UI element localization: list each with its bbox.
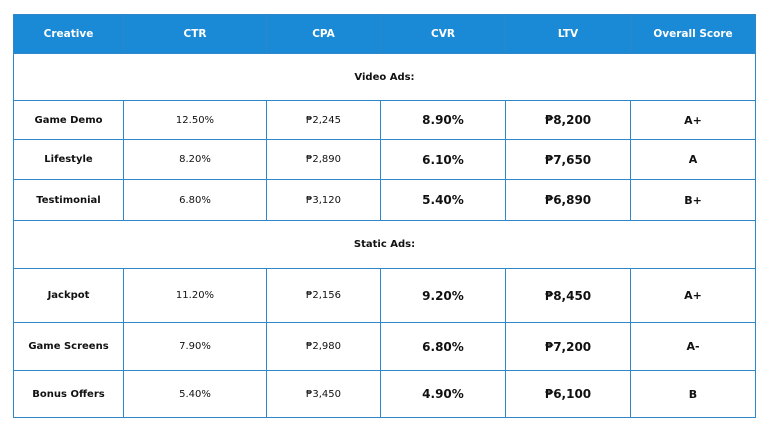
data-row: Testimonial 6.80% ₱3,120 5.40% ₱6,890 B+ — [13, 179, 756, 221]
cell: Lifestyle — [13, 139, 124, 180]
table-body: Video Ads: Game Demo 12.50% ₱2,245 8.90% ₱8,2… — [13, 53, 756, 418]
column-header: CVR — [380, 14, 506, 54]
cell: A — [630, 139, 756, 180]
cell: A+ — [630, 100, 756, 140]
cell: Jackpot — [13, 268, 124, 323]
cell: ₱6,100 — [505, 370, 631, 418]
cell: 5.40% — [123, 370, 267, 418]
cell: ₱2,156 — [266, 268, 381, 323]
column-header: CTR — [123, 14, 267, 54]
data-row: Game Screens 7.90% ₱2,980 6.80% ₱7,200 A- — [13, 322, 756, 371]
cell: 6.10% — [380, 139, 506, 180]
cell: 11.20% — [123, 268, 267, 323]
cell: 8.90% — [380, 100, 506, 140]
cell: ₱2,245 — [266, 100, 381, 140]
cell: A- — [630, 322, 756, 371]
cell: Bonus Offers — [13, 370, 124, 418]
data-row: Jackpot 11.20% ₱2,156 9.20% ₱8,450 A+ — [13, 268, 756, 323]
cell: Game Screens — [13, 322, 124, 371]
cell: ₱2,890 — [266, 139, 381, 180]
data-row: Bonus Offers 5.40% ₱3,450 4.90% ₱6,100 B — [13, 370, 756, 418]
cell: 7.90% — [123, 322, 267, 371]
section-title: Static Ads: — [13, 220, 756, 269]
section-row: Static Ads: — [13, 220, 756, 269]
cell: B — [630, 370, 756, 418]
cell: Testimonial — [13, 179, 124, 221]
cell: 12.50% — [123, 100, 267, 140]
cell: ₱3,120 — [266, 179, 381, 221]
section-row: Video Ads: — [13, 53, 756, 101]
cell: 4.90% — [380, 370, 506, 418]
cell: 8.20% — [123, 139, 267, 180]
cell: ₱2,980 — [266, 322, 381, 371]
performance-table: Creative CTR CPA CVR LTV Overall Score Video … — [13, 14, 756, 418]
column-header: LTV — [505, 14, 631, 54]
cell: 5.40% — [380, 179, 506, 221]
data-row: Lifestyle 8.20% ₱2,890 6.10% ₱7,650 A — [13, 139, 756, 180]
column-header: Creative — [13, 14, 124, 54]
column-header: Overall Score — [630, 14, 756, 54]
cell: 9.20% — [380, 268, 506, 323]
data-row: Game Demo 12.50% ₱2,245 8.90% ₱8,200 A+ — [13, 100, 756, 140]
header-row: Creative CTR CPA CVR LTV Overall Score — [13, 14, 756, 54]
column-header: CPA — [266, 14, 381, 54]
cell: ₱7,650 — [505, 139, 631, 180]
cell: B+ — [630, 179, 756, 221]
cell: ₱3,450 — [266, 370, 381, 418]
section-title: Video Ads: — [13, 53, 756, 101]
cell: ₱6,890 — [505, 179, 631, 221]
cell: Game Demo — [13, 100, 124, 140]
cell: A+ — [630, 268, 756, 323]
cell: 6.80% — [380, 322, 506, 371]
cell: ₱8,450 — [505, 268, 631, 323]
cell: 6.80% — [123, 179, 267, 221]
cell: ₱7,200 — [505, 322, 631, 371]
cell: ₱8,200 — [505, 100, 631, 140]
